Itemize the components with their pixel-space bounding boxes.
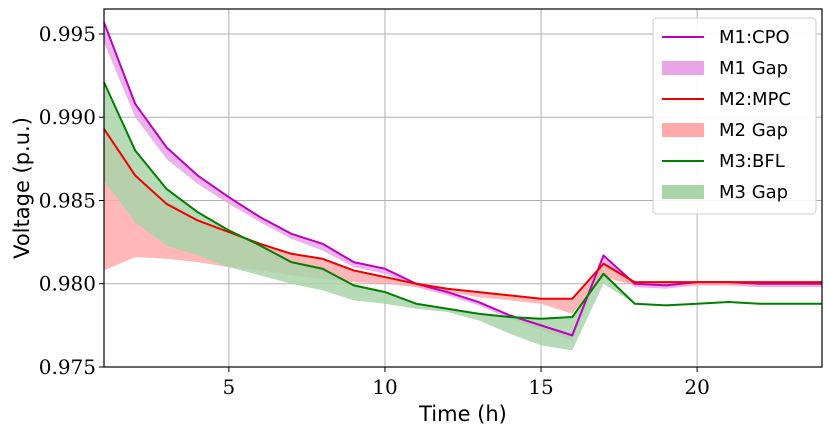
y-axis-title: Voltage (p.u.) (10, 117, 34, 259)
m2-mpc-legend-label: M2:MPC (719, 89, 791, 110)
m1-gap-legend-swatch (662, 61, 704, 75)
x-tick-label: 15 (528, 375, 553, 399)
x-tick-label: 5 (223, 375, 236, 399)
y-tick-label: 0.985 (39, 188, 96, 212)
m3-bfl-line (103, 81, 822, 320)
x-tick-label: 10 (372, 375, 397, 399)
m3-gap-legend-label: M3 Gap (719, 182, 788, 203)
m3-bfl-legend-label: M3:BFL (719, 151, 785, 172)
plot-frame (103, 8, 823, 368)
m1-gap-legend-label: M1 Gap (719, 58, 788, 79)
m1-cpo-legend-label: M1:CPO (719, 27, 790, 48)
y-tick-label: 0.990 (39, 105, 96, 129)
y-tick-label: 0.980 (39, 272, 96, 296)
m3-gap-legend-swatch (662, 185, 704, 199)
m2-gap-legend-label: M2 Gap (719, 120, 788, 141)
series-lines (103, 21, 822, 337)
axis-ticks: 5 10 15 20 0.975 0.980 0.985 0.990 0.995 (39, 22, 710, 399)
y-tick-label: 0.975 (39, 355, 96, 379)
x-tick-label: 20 (684, 375, 709, 399)
m2-gap-legend-swatch (662, 123, 704, 137)
legend: M1:CPO M1 Gap M2:MPC M2 Gap M3:BFL M3 Gap (652, 17, 817, 215)
m2-mpc-line (103, 128, 822, 300)
x-axis-title: Time (h) (418, 402, 507, 426)
y-tick-label: 0.995 (39, 22, 96, 46)
gap-bands (104, 22, 822, 351)
